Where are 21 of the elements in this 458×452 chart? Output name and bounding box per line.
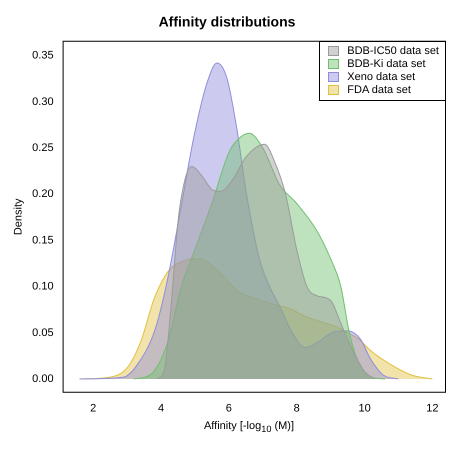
y-tick-label: 0.10 bbox=[32, 280, 54, 293]
y-axis-title: Density bbox=[12, 198, 25, 236]
x-tick-label: 4 bbox=[158, 402, 164, 414]
x-tick-label: 2 bbox=[90, 402, 96, 414]
y-tick-label: 0.35 bbox=[32, 50, 54, 62]
y-tick-label: 0.15 bbox=[32, 234, 54, 246]
legend-label: BDB-IC50 data set bbox=[347, 44, 439, 58]
chart-title: Affinity distributions bbox=[158, 13, 296, 30]
x-tick-label: 10 bbox=[358, 402, 371, 414]
x-axis-title: Affinity [-log$_{10}$ (M)] bbox=[202, 420, 296, 434]
legend-label: FDA data set bbox=[347, 84, 411, 97]
y-tick-label: 0.00 bbox=[32, 372, 54, 385]
y-tick-label: 0.25 bbox=[32, 142, 54, 154]
x-tick-label: 8 bbox=[294, 402, 300, 414]
legend-label: Xeno data set bbox=[347, 70, 416, 84]
y-tick-label: 0.30 bbox=[32, 96, 54, 108]
y-tick-label: 0.20 bbox=[32, 188, 54, 200]
legend-label: BDB-Ki data set bbox=[347, 58, 426, 71]
y-tick-label: 0.05 bbox=[32, 326, 54, 339]
x-tick-label: 12 bbox=[426, 402, 439, 414]
x-tick-label: 6 bbox=[226, 402, 232, 414]
